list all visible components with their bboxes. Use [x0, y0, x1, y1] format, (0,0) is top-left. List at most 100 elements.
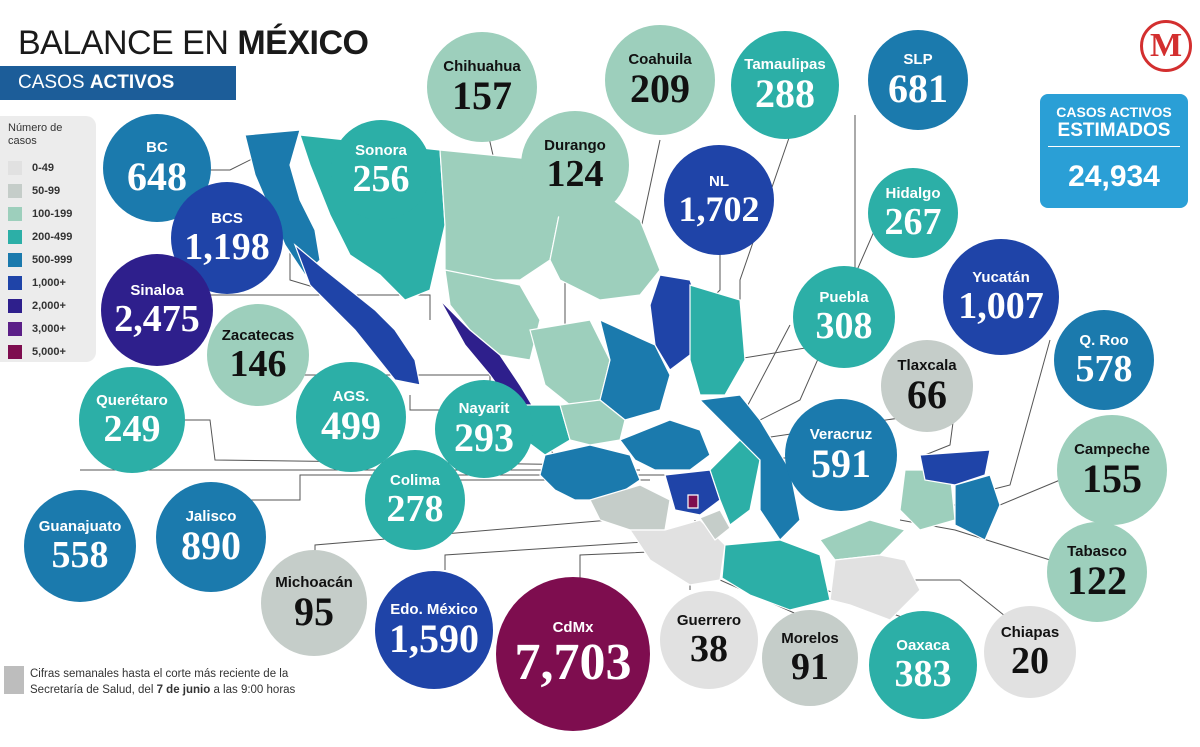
- legend-item: 3,000+: [8, 321, 66, 337]
- state-value: 209: [630, 66, 690, 111]
- state-value: 383: [894, 653, 952, 695]
- legend-swatch: [8, 345, 22, 359]
- state-bubble: AGS. 499: [296, 362, 406, 472]
- state-name: Tlaxcala: [897, 357, 957, 374]
- footnote: Cifras semanales hasta el corte más reci…: [4, 666, 334, 698]
- state-name: Sonora: [355, 142, 407, 159]
- state-value: 1,007: [958, 285, 1044, 327]
- state-bubble: Sinaloa 2,475: [101, 254, 213, 366]
- page-title: BALANCE EN MÉXICO: [18, 24, 369, 62]
- footnote-marker: [4, 666, 24, 694]
- state-name: Nayarit: [458, 400, 510, 417]
- total-label-2: ESTIMADOS: [1057, 120, 1171, 141]
- state-name: NL: [709, 173, 729, 190]
- state-bubble: Edo. México 1,590: [375, 571, 493, 689]
- state-bubble: Veracruz 591: [785, 399, 897, 511]
- state-name: Puebla: [819, 289, 869, 306]
- state-value: 499: [321, 403, 381, 448]
- state-name: Jalisco: [185, 508, 237, 525]
- state-bubble: Jalisco 890: [156, 482, 266, 592]
- state-value: 256: [352, 158, 410, 200]
- state-value: 91: [791, 646, 829, 688]
- state-value: 1,702: [678, 189, 760, 229]
- state-name: BCS: [211, 210, 243, 227]
- state-bubble: Yucatán 1,007: [943, 239, 1059, 355]
- subtitle-banner: CASOS ACTIVOS: [0, 66, 236, 100]
- state-name: Tabasco: [1067, 543, 1127, 560]
- state-value: 249: [103, 408, 161, 450]
- state-name: Durango: [544, 137, 606, 154]
- legend-label: 1,000+: [32, 277, 66, 289]
- legend-swatch: [8, 161, 22, 175]
- legend-label: 0-49: [32, 162, 55, 174]
- state-value: 278: [386, 488, 444, 530]
- legend-item: 500-999: [8, 252, 72, 268]
- legend-item: 5,000+: [8, 344, 66, 360]
- state-bubble: BCS 1,198: [171, 182, 283, 294]
- state-bubble: NL 1,702: [664, 145, 774, 255]
- legend-item: 2,000+: [8, 298, 66, 314]
- state-name: Guanajuato: [38, 518, 122, 535]
- state-name: Yucatán: [972, 269, 1030, 286]
- legend-swatch: [8, 322, 22, 336]
- total-label-1: CASOS ACTIVOS: [1056, 104, 1172, 120]
- state-value: 155: [1082, 456, 1142, 501]
- state-name: Veracruz: [809, 426, 873, 443]
- state-bubble: Puebla 308: [793, 266, 895, 368]
- state-name: Michoacán: [275, 574, 353, 591]
- state-bubble: Querétaro 249: [79, 367, 185, 473]
- state-bubble: Chiapas 20: [984, 606, 1076, 698]
- state-name: BC: [146, 139, 168, 156]
- divider: [1048, 146, 1180, 147]
- legend-title: Número de casos: [8, 122, 63, 147]
- state-value: 890: [181, 523, 241, 568]
- legend-label: 500-999: [32, 254, 73, 266]
- state-name: Q. Roo: [1079, 332, 1129, 349]
- state-value: 38: [690, 628, 728, 670]
- state-name: Zacatecas: [221, 327, 295, 344]
- brand-logo: M: [1140, 20, 1192, 72]
- state-name: SLP: [903, 51, 933, 68]
- state-name: Morelos: [781, 630, 839, 647]
- state-value: 1,198: [184, 226, 270, 268]
- state-name: Chihuahua: [443, 58, 521, 75]
- state-bubble: Campeche 155: [1057, 415, 1167, 525]
- state-bubble: Sonora 256: [331, 120, 431, 220]
- state-name: CdMx: [552, 619, 594, 636]
- state-bubble: Tamaulipas 288: [731, 31, 839, 139]
- state-bubble: Morelos 91: [762, 610, 858, 706]
- footnote-text: Cifras semanales hasta el corte más reci…: [30, 668, 296, 696]
- state-bubble: Nayarit 293: [435, 380, 533, 478]
- legend-swatch: [8, 253, 22, 267]
- state-bubble: Oaxaca 383: [869, 611, 977, 719]
- state-name: Oaxaca: [896, 637, 950, 654]
- state-value: 124: [546, 153, 604, 195]
- legend-item: 0-49: [8, 160, 54, 176]
- state-bubble: Tabasco 122: [1047, 522, 1147, 622]
- legend: Número de casos 0-49 50-99 100-199 200-499 5…: [0, 116, 96, 362]
- state-name: Tamaulipas: [744, 56, 826, 73]
- state-bubble: Chihuahua 157: [427, 32, 537, 142]
- state-value: 2,475: [114, 298, 200, 340]
- state-name: Hidalgo: [885, 185, 941, 202]
- state-value: 66: [907, 372, 947, 417]
- state-name: Guerrero: [676, 612, 742, 629]
- state-bubble: Q. Roo 578: [1054, 310, 1154, 410]
- state-value: 288: [755, 71, 815, 116]
- state-bubble: Hidalgo 267: [868, 168, 958, 258]
- state-value: 591: [811, 441, 871, 486]
- state-value: 122: [1067, 558, 1127, 603]
- state-value: 157: [452, 73, 512, 118]
- legend-label: 3,000+: [32, 323, 66, 335]
- state-name: Edo. México: [390, 601, 478, 618]
- state-value: 558: [51, 534, 109, 576]
- state-bubble: Colima 278: [365, 450, 465, 550]
- state-value: 95: [294, 589, 334, 634]
- state-name: Chiapas: [1000, 624, 1060, 641]
- state-value: 578: [1075, 348, 1133, 390]
- state-value: 681: [888, 66, 948, 111]
- state-value: 7,703: [514, 634, 632, 691]
- legend-label: 5,000+: [32, 346, 66, 358]
- state-bubble: Zacatecas 146: [207, 304, 309, 406]
